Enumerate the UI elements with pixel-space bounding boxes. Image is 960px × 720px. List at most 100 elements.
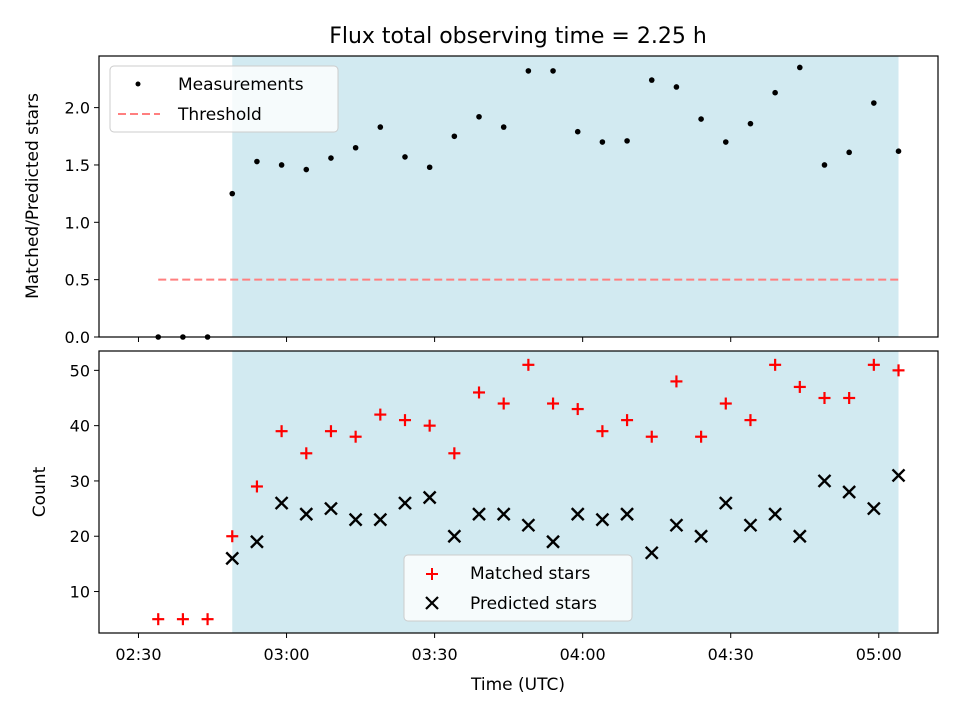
measurement-point bbox=[254, 158, 260, 165]
matched-star-point bbox=[695, 430, 708, 443]
predicted-star-point bbox=[447, 529, 462, 544]
measurement-point bbox=[698, 116, 704, 122]
y-tick-label: 40 bbox=[70, 417, 90, 436]
x-stroke-b bbox=[496, 507, 511, 521]
measurement-point bbox=[352, 144, 359, 151]
x-stroke-b bbox=[570, 507, 585, 521]
matched-star-point bbox=[398, 414, 411, 427]
matched-star-point bbox=[349, 430, 362, 443]
predicted-star-point bbox=[570, 507, 585, 521]
predicted-star-point bbox=[274, 496, 289, 510]
predicted-star-point bbox=[669, 518, 684, 533]
x-stroke-b bbox=[447, 529, 462, 544]
legend-label-threshold: Threshold bbox=[177, 105, 262, 125]
measurement-point bbox=[402, 154, 408, 160]
predicted-star-point bbox=[225, 551, 240, 566]
predicted-star-point bbox=[644, 545, 659, 560]
predicted-star-point bbox=[768, 507, 782, 521]
chart-title: Flux total observing time = 2.25 h bbox=[329, 24, 707, 49]
matched-star-point bbox=[497, 397, 510, 410]
legend-frame bbox=[403, 554, 633, 622]
predicted-star-point bbox=[792, 529, 807, 544]
x-stroke-b bbox=[644, 545, 659, 560]
legend-label-predicted: Predicted stars bbox=[470, 594, 597, 614]
measurement-point bbox=[673, 84, 680, 90]
legend-frame bbox=[109, 65, 339, 133]
predicted-star-point bbox=[866, 501, 881, 516]
x-stroke-b bbox=[669, 518, 684, 533]
x-tick-label: 03:00 bbox=[263, 645, 309, 664]
y-tick-label: 2.0 bbox=[65, 99, 90, 118]
predicted-star-point bbox=[324, 501, 338, 516]
matched-star-point bbox=[448, 447, 461, 460]
predicted-star-point bbox=[718, 496, 733, 510]
predicted-star-point bbox=[743, 518, 758, 533]
matched-star-point bbox=[867, 358, 880, 371]
matched-star-point bbox=[152, 613, 165, 626]
measurement-point bbox=[278, 162, 285, 168]
predicted-star-point bbox=[595, 512, 610, 527]
x-stroke-b bbox=[792, 529, 807, 544]
x-tick-label: 05:00 bbox=[856, 645, 902, 664]
axes-frame bbox=[98, 350, 939, 634]
measurement-point bbox=[722, 139, 729, 145]
matched-star-point bbox=[793, 380, 806, 393]
legend-marker-matched bbox=[426, 568, 438, 580]
matched-star-point bbox=[843, 392, 856, 404]
measurement-point bbox=[599, 139, 606, 145]
measurement-point bbox=[500, 124, 507, 130]
measurement-point bbox=[772, 89, 778, 96]
x-stroke-b bbox=[817, 474, 832, 488]
measurement-point bbox=[821, 162, 828, 168]
matched-star-point bbox=[522, 358, 535, 371]
x-stroke-b bbox=[718, 496, 733, 510]
x-stroke-b bbox=[299, 507, 314, 521]
predicted-star-point bbox=[891, 468, 906, 483]
ratio-panel: 0.0 0.5 1.0 1.5 2.0 bbox=[65, 55, 939, 347]
y-axis-label-ratio: Matched/Predicted stars bbox=[23, 93, 43, 299]
matched-star-point bbox=[226, 530, 239, 543]
measurement-point bbox=[648, 77, 655, 83]
x-stroke-b bbox=[891, 468, 906, 483]
legend-ratio: Measurements Threshold bbox=[109, 65, 339, 133]
x-stroke-b bbox=[842, 485, 857, 499]
y-tick-label: 20 bbox=[70, 527, 90, 546]
measurement-point bbox=[525, 68, 532, 74]
matched-star-point bbox=[744, 414, 757, 427]
measurement-point bbox=[229, 190, 236, 197]
predicted-star-point bbox=[546, 534, 560, 549]
x-tick-label: 04:30 bbox=[708, 645, 754, 664]
x-stroke-b bbox=[521, 518, 536, 533]
matched-star-point bbox=[374, 408, 387, 421]
measurement-point bbox=[328, 155, 334, 161]
matched-star-point bbox=[423, 419, 436, 432]
measurement-point bbox=[377, 124, 384, 130]
measurement-point bbox=[871, 100, 877, 106]
x-stroke-b bbox=[620, 507, 634, 521]
x-tick-label: 02:30 bbox=[115, 645, 161, 664]
matched-star-point bbox=[275, 425, 288, 438]
x-stroke-b bbox=[324, 501, 338, 516]
measurement-point bbox=[895, 148, 902, 154]
predicted-star-point bbox=[842, 485, 857, 499]
y-tick-label: 0.0 bbox=[65, 328, 90, 347]
predicted-star-point bbox=[620, 507, 634, 521]
predicted-star-point bbox=[496, 507, 511, 521]
legend-label-matched: Matched stars bbox=[470, 564, 590, 584]
predicted-star-point bbox=[250, 534, 264, 549]
predicted-star-point bbox=[373, 512, 388, 527]
measurement-point bbox=[476, 113, 482, 120]
matched-star-point bbox=[300, 447, 313, 460]
x-stroke-b bbox=[595, 512, 610, 527]
predicted-star-point bbox=[348, 512, 363, 527]
y-tick-label: 1.0 bbox=[65, 213, 90, 232]
x-stroke-b bbox=[348, 512, 363, 527]
x-stroke-b bbox=[225, 551, 240, 566]
matched-star-point bbox=[818, 392, 831, 404]
matched-star-point bbox=[719, 397, 732, 410]
matched-star-point bbox=[892, 364, 905, 377]
predicted-star-point bbox=[398, 496, 412, 510]
matched-star-point bbox=[621, 414, 634, 427]
predicted-star-point bbox=[817, 474, 832, 488]
